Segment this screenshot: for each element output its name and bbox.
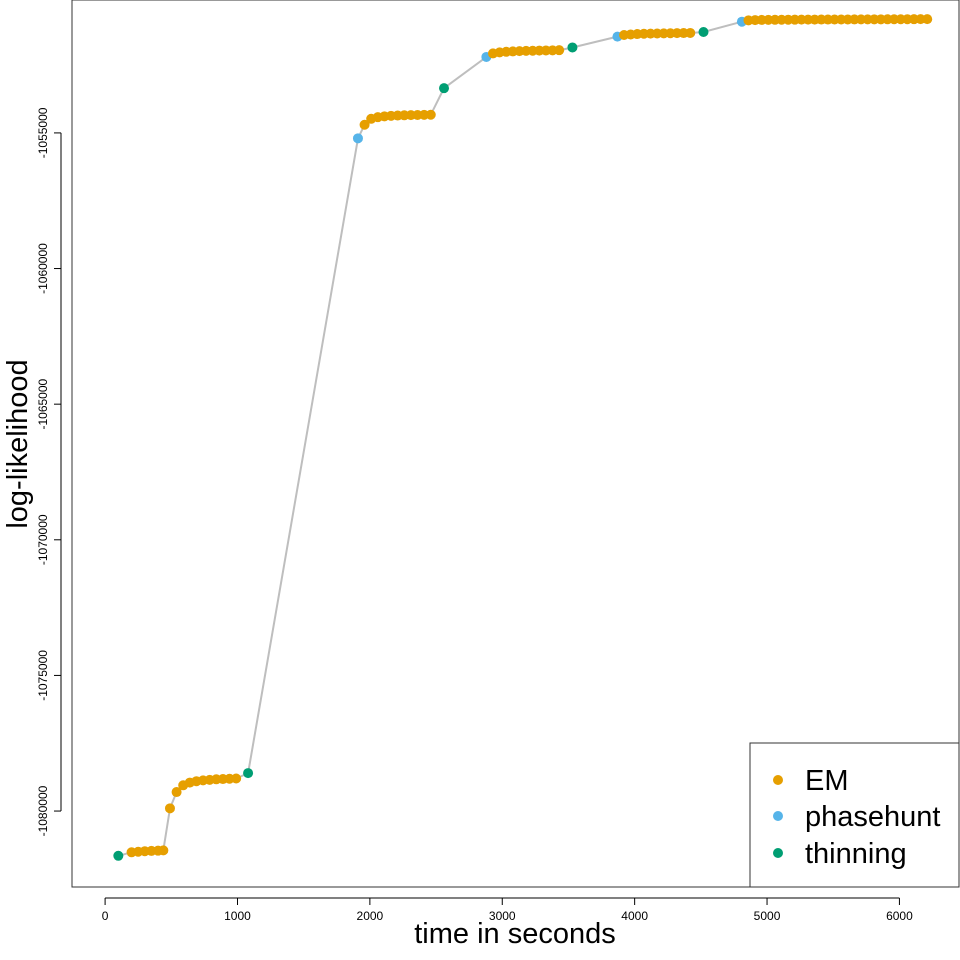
plot-frame	[71, 0, 960, 888]
data-points	[113, 14, 933, 861]
x-tick-label: 6000	[886, 909, 913, 923]
legend-label-thinning: thinning	[805, 838, 907, 870]
data-point-thinning	[567, 42, 578, 53]
data-point-em	[164, 803, 175, 814]
y-tick-label: -1075000	[36, 650, 50, 701]
data-point-em	[171, 787, 182, 798]
y-tick-label: -1080000	[36, 785, 50, 836]
legend-marker-thinning	[773, 848, 783, 858]
x-tick-label: 0	[102, 909, 109, 923]
x-tick-label: 2000	[357, 909, 384, 923]
x-tick-label: 4000	[621, 909, 648, 923]
legend-box	[749, 742, 960, 888]
x-tick-label: 3000	[489, 909, 516, 923]
data-point-thinning	[243, 768, 254, 779]
y-tick-label: -1070000	[36, 514, 50, 565]
legend: EM phasehunt thinning	[749, 742, 960, 888]
y-axis: -1080000 -1075000 -1070000 -1065000 -1060000…	[36, 107, 62, 836]
data-point-em	[922, 14, 933, 25]
data-point-phasehunt	[352, 133, 363, 144]
connector-line	[118, 18, 928, 857]
x-axis-title: time in seconds	[414, 918, 616, 950]
data-point-thinning	[113, 850, 124, 861]
y-tick-label: -1060000	[36, 243, 50, 294]
y-axis-title: log-likelihood	[2, 359, 34, 528]
data-point-em	[359, 119, 370, 130]
data-point-em	[158, 845, 169, 856]
y-tick-label: -1055000	[36, 107, 50, 158]
legend-label-em: EM	[805, 765, 849, 797]
data-point-em	[231, 773, 242, 784]
data-point-thinning	[698, 27, 709, 38]
legend-label-phasehunt: phasehunt	[805, 801, 940, 833]
data-point-em	[554, 45, 565, 56]
x-axis: 0 1000 2000 3000 4000 5000 6000	[102, 897, 913, 923]
x-tick-label: 5000	[754, 909, 781, 923]
legend-marker-phasehunt	[773, 811, 783, 821]
y-tick-label: -1065000	[36, 378, 50, 429]
data-point-thinning	[439, 83, 450, 94]
legend-marker-em	[773, 775, 783, 785]
data-point-em	[685, 27, 696, 38]
data-point-em	[425, 109, 436, 120]
x-tick-label: 1000	[224, 909, 251, 923]
